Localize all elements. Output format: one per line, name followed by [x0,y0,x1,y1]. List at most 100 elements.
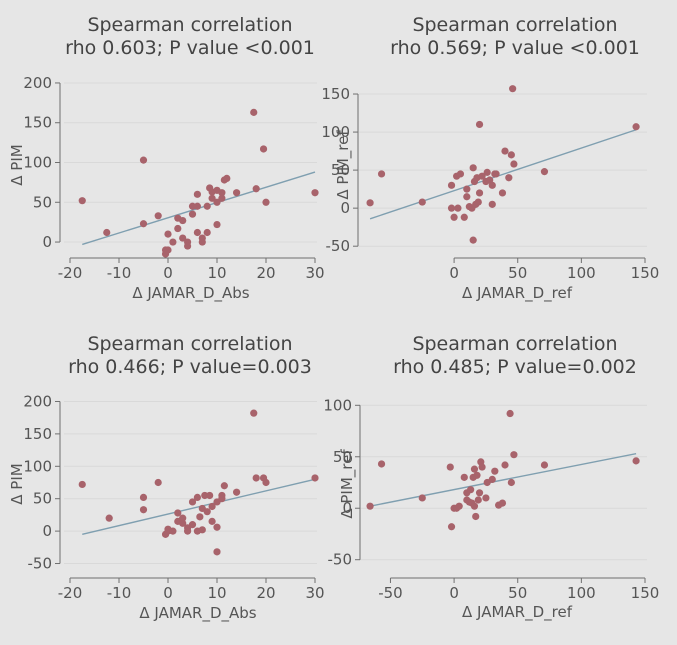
scatter-point [252,474,260,482]
panel-subtitle: rho 0.569; P value <0.001 [390,37,640,59]
y-tick-label: 50 [333,448,352,466]
scatter-point [188,498,197,506]
x-tick-label: 10 [207,584,226,602]
fit-line [369,452,637,507]
scatter-point [174,224,182,233]
x-axis-label: Δ JAMAR_D_ref [462,603,573,622]
y-tick-label: -50 [328,551,353,569]
scatter-point [460,213,468,221]
gridlines [359,93,647,247]
panel-jamar-ref-vs-pim-ref-rho-0485: Spearman correlation rho 0.485; P value=… [323,333,659,622]
scatter-point [203,228,211,237]
x-axis-label: Δ JAMAR_D_Abs [139,604,256,623]
y-tick-label: -50 [326,237,351,255]
scatter-point [482,494,490,502]
y-tick-label: 100 [321,123,350,141]
x-tick-label: 50 [508,584,527,602]
scatter-point [470,502,479,510]
y-tick-label: 100 [23,457,52,475]
scatter-point [509,85,517,93]
scatter-point [469,164,477,172]
y-tick-label: 100 [323,396,352,414]
axes: -50 0 50 100 -50 0 50 100 150 [323,396,659,602]
scatter-point [455,502,463,510]
panel-title: Spearman correlation [87,333,292,355]
scatter-point [498,499,507,507]
x-tick-label: -10 [107,584,132,602]
scatter-point [184,242,192,250]
scatter-point [632,123,640,131]
scatter-point [418,198,426,206]
x-tick-label: 20 [256,264,275,282]
gridlines [64,400,317,565]
scatter-point [377,170,386,178]
scatter-point [252,185,260,193]
scatter-point [463,185,471,193]
scatter-point [213,220,221,229]
scatter-point [498,189,507,197]
scatter-point [478,463,486,471]
scatter-point [501,461,509,469]
y-tick-label: 50 [331,161,350,179]
scatter-point [208,502,216,511]
scatter-point [105,514,113,522]
scatter-point [460,473,468,481]
panel-jamar-ref-vs-pim-ref-rho-0569: Spearman correlation rho 0.569; P value … [321,14,659,303]
scatter-point [467,486,475,494]
scatter-point [488,181,496,189]
scatter-point [456,170,465,178]
y-axis-label: Δ PIM_ref [338,449,357,519]
scatter-point [472,512,480,521]
y-tick-label: 200 [23,392,52,410]
x-tick-label: -50 [378,584,403,602]
scatter-point [469,236,477,244]
scatter-point [488,475,496,484]
y-tick-label: 150 [23,425,52,443]
scatter-point [632,457,640,465]
y-tick-label: 0 [42,522,52,540]
scatter-point [259,145,268,153]
scatter-point [218,495,226,503]
scatter-point [470,465,479,473]
scatter-point [179,234,187,242]
scatter-point [188,521,197,529]
scatter-point [311,474,319,482]
scatter-point [450,213,458,221]
y-axis-label: Δ PIM [8,463,26,504]
x-tick-label: 0 [163,584,173,602]
scatter-point [510,160,518,168]
gridlines [359,404,647,561]
scatter-point [233,189,241,197]
scatter-point [463,193,471,201]
y-tick-label: 0 [342,499,352,517]
scatter-point [169,238,177,246]
scatter-point [475,489,484,497]
scatter-point [203,508,211,516]
scatter-point [501,147,509,155]
x-tick-label: 150 [631,584,660,602]
scatter-points [78,409,319,556]
scatter-point [311,189,319,197]
y-tick-label: 150 [321,85,350,103]
fit-line [82,478,316,536]
scatter-point [446,463,454,471]
scatter-point [475,189,484,197]
scatter-point [213,198,221,206]
panel-title: Spearman correlation [87,14,292,36]
scatter-point [179,519,187,527]
scatter-point [218,194,226,202]
scatter-point [139,506,148,514]
scatter-point [193,493,201,502]
scatter-point [213,548,221,556]
scatter-point [447,181,456,189]
y-axis-label: Δ PIM_ref [334,130,353,200]
y-tick-label: 150 [23,114,52,132]
scatter-points [366,409,640,531]
scatter-point [179,216,187,225]
panel-subtitle: rho 0.485; P value=0.002 [393,356,637,378]
x-tick-label: 30 [305,264,324,282]
scatter-point [492,170,500,178]
scatter-point [139,156,148,164]
scatter-point [473,471,481,479]
y-tick-label: 100 [23,154,52,172]
